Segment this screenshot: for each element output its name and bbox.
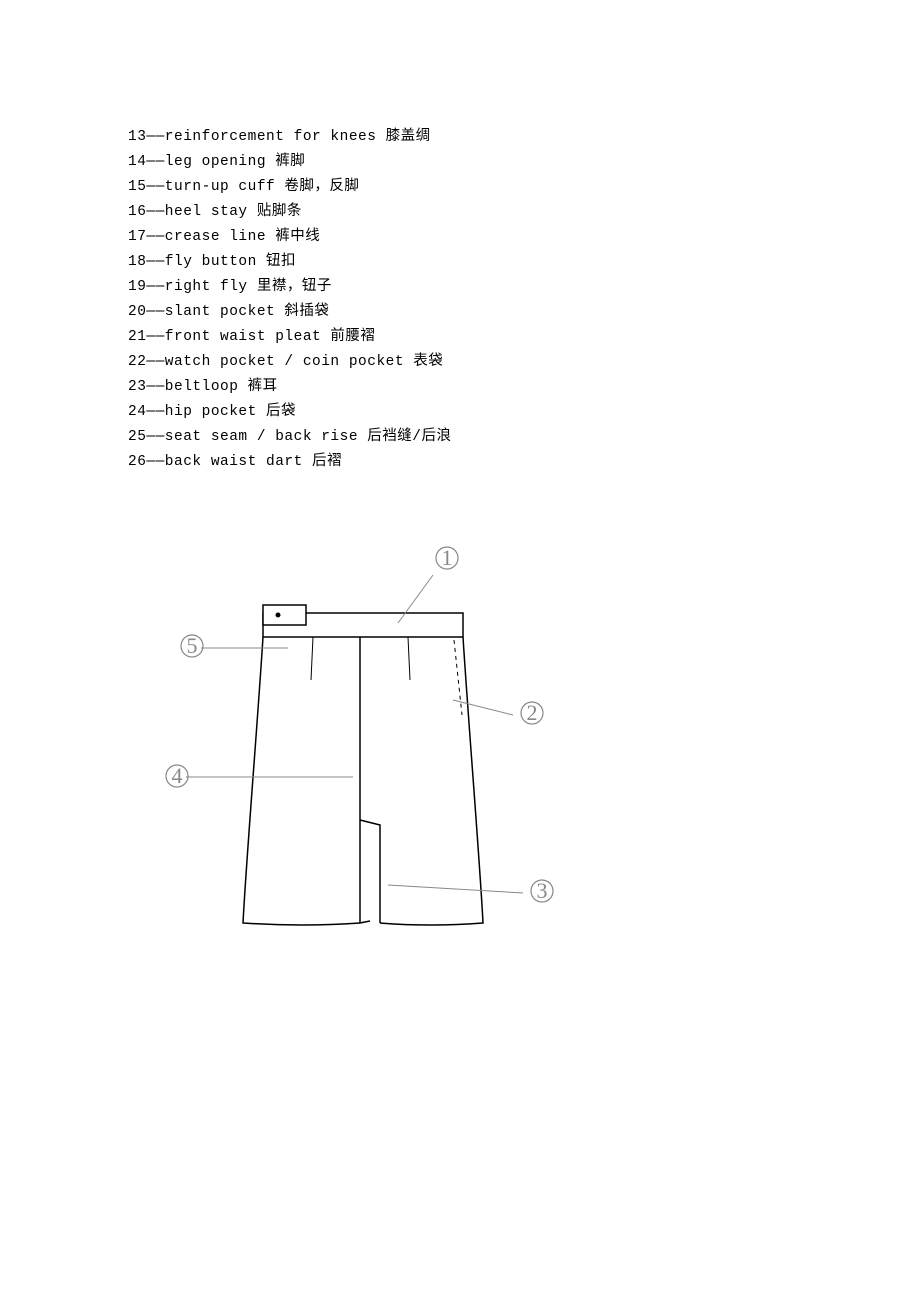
term-item: 20——slant pocket 斜插袋 xyxy=(128,300,920,325)
terminology-list: 13——reinforcement for knees 膝盖绸14——leg o… xyxy=(128,125,920,475)
skirt-diagram: 1 2 3 4 5 xyxy=(128,525,648,965)
page-content: 13——reinforcement for knees 膝盖绸14——leg o… xyxy=(0,0,920,475)
svg-text:4: 4 xyxy=(172,763,183,788)
term-item: 26——back waist dart 后褶 xyxy=(128,450,920,475)
svg-text:3: 3 xyxy=(537,878,548,903)
term-item: 15——turn-up cuff 卷脚，反脚 xyxy=(128,175,920,200)
term-item: 14——leg opening 裤脚 xyxy=(128,150,920,175)
term-item: 19——right fly 里襟，钮子 xyxy=(128,275,920,300)
term-item: 21——front waist pleat 前腰褶 xyxy=(128,325,920,350)
term-item: 17——crease line 裤中线 xyxy=(128,225,920,250)
skirt-svg: 1 2 3 4 5 xyxy=(128,525,648,965)
svg-text:1: 1 xyxy=(442,545,453,570)
term-item: 13——reinforcement for knees 膝盖绸 xyxy=(128,125,920,150)
svg-text:2: 2 xyxy=(527,700,538,725)
term-item: 16——heel stay 贴脚条 xyxy=(128,200,920,225)
term-item: 25——seat seam / back rise 后裆缝/后浪 xyxy=(128,425,920,450)
term-item: 23——beltloop 裤耳 xyxy=(128,375,920,400)
term-item: 18——fly button 钮扣 xyxy=(128,250,920,275)
term-item: 22——watch pocket / coin pocket 表袋 xyxy=(128,350,920,375)
svg-text:5: 5 xyxy=(187,633,198,658)
term-item: 24——hip pocket 后袋 xyxy=(128,400,920,425)
